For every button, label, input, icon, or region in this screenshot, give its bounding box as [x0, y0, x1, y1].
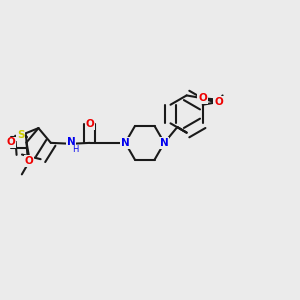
Text: N: N: [67, 137, 76, 147]
Text: O: O: [214, 97, 223, 107]
Text: O: O: [6, 137, 15, 147]
Text: O: O: [198, 93, 207, 103]
Text: O: O: [85, 119, 94, 129]
Text: N: N: [160, 138, 169, 148]
Text: N: N: [121, 138, 130, 148]
Text: S: S: [17, 130, 24, 140]
Text: O: O: [25, 156, 33, 166]
Text: H: H: [72, 145, 78, 154]
